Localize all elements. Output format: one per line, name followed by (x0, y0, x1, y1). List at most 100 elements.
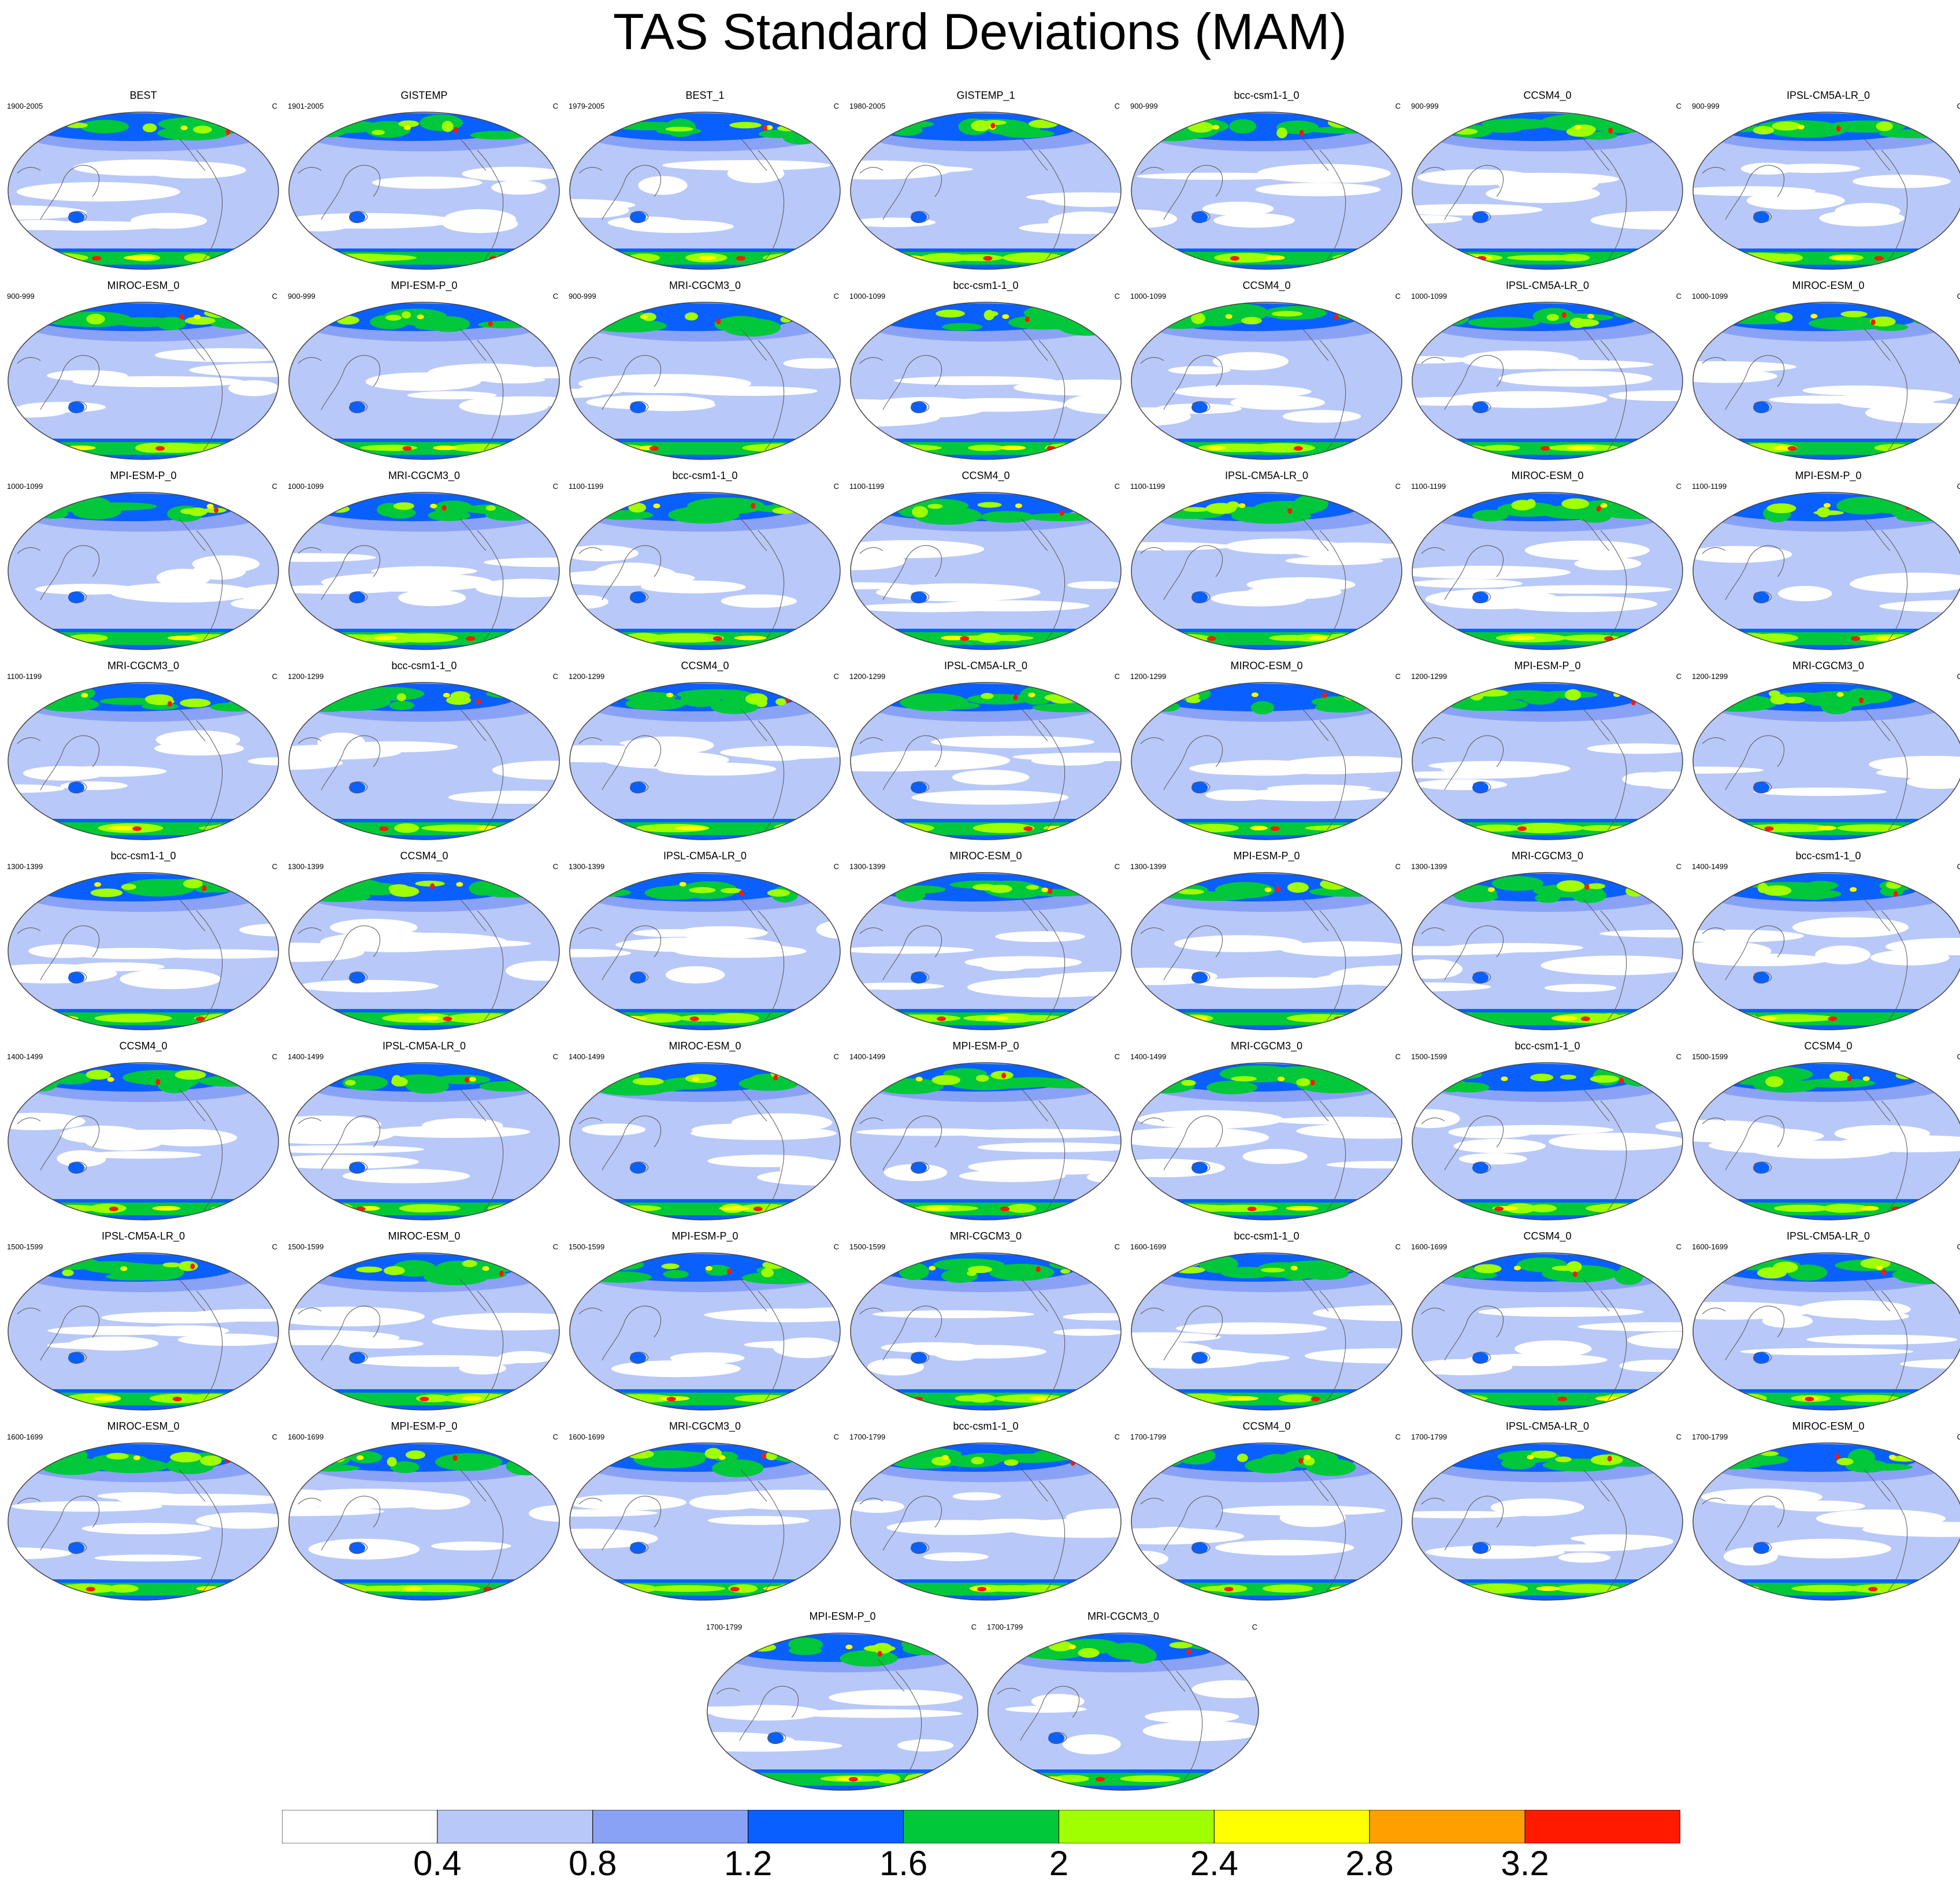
map-projection (569, 112, 841, 270)
panel-unit: C (1957, 292, 1960, 300)
colorbar-swatch (1369, 1809, 1525, 1844)
panel-title: bcc-csm1-1_0 (953, 280, 1019, 291)
panel-period: 1400-1499 (1692, 862, 1728, 871)
panel-title: MPI-ESM-P_0 (952, 1040, 1019, 1052)
panel-title: GISTEMP_1 (956, 90, 1015, 101)
map-projection (850, 302, 1122, 460)
contour-field (570, 873, 840, 1030)
map-projection (1131, 112, 1402, 270)
panel-period: 1100-1199 (1692, 482, 1727, 491)
map-projection (1692, 1062, 1960, 1220)
map-projection (850, 872, 1122, 1030)
panel-period: 1700-1799 (849, 1433, 886, 1441)
panel-title: MIROC-ESM_0 (388, 1230, 461, 1242)
panel-period: 900-999 (1411, 102, 1439, 110)
map-projection (1131, 872, 1402, 1030)
panel-title: CCSM4_0 (1242, 280, 1291, 291)
panel-unit: C (552, 1433, 558, 1441)
panel-title: MRI-CGCM3_0 (1511, 850, 1583, 862)
panel-period: 1600-1699 (7, 1433, 43, 1441)
map-panel: IPSL-CM5A-LR_0 900-999 C (1688, 89, 1960, 273)
panel-unit: C (272, 102, 277, 110)
map-panel: MRI-CGCM3_0 1300-1399 C (1408, 849, 1687, 1033)
panel-unit: C (833, 1052, 839, 1061)
contour-field (851, 1443, 1121, 1600)
contour-field (8, 302, 279, 459)
panel-unit: C (1676, 1433, 1681, 1441)
contour-field (1131, 682, 1402, 840)
contour-field (1131, 492, 1402, 650)
map-panel: MRI-CGCM3_0 1700-1799 C (983, 1610, 1263, 1794)
panel-period: 1700-1799 (1411, 1433, 1447, 1441)
colorbar-swatch (437, 1809, 593, 1844)
map-projection (8, 112, 279, 270)
contour-field (1131, 873, 1402, 1030)
map-projection (1412, 112, 1683, 270)
colorbar-labels: 0.4 0.8 1.2 1.6 2 2.4 2.8 3.2 (0, 1845, 1960, 1885)
map-projection (1412, 872, 1683, 1030)
contour-field (289, 1253, 559, 1410)
contour-field (851, 302, 1121, 459)
map-panel: CCSM4_0 1300-1399 C (284, 849, 564, 1033)
panel-unit: C (272, 862, 277, 871)
contour-field (289, 302, 559, 459)
map-panel: MPI-ESM-P_0 1500-1599 C (565, 1230, 845, 1413)
panel-period: 1300-1399 (288, 862, 324, 871)
map-panel: CCSM4_0 1100-1199 C (846, 469, 1126, 653)
map-projection (1692, 112, 1960, 270)
panel-unit: C (1957, 1433, 1960, 1441)
colorbar-swatch (592, 1809, 749, 1844)
panel-period: 1100-1199 (7, 672, 42, 681)
map-projection (288, 1442, 560, 1601)
contour-field (1412, 1253, 1683, 1410)
map-panel: IPSL-CM5A-LR_0 1000-1099 C (1408, 279, 1687, 463)
panel-unit: C (1252, 1623, 1257, 1631)
map-projection (1131, 302, 1402, 460)
panel-period: 1400-1499 (1130, 1052, 1167, 1061)
map-panel: MRI-CGCM3_0 1500-1599 C (846, 1230, 1126, 1413)
map-panel: CCSM4_0 1500-1599 C (1688, 1040, 1960, 1223)
panel-unit: C (552, 102, 558, 110)
panel-period: 1000-1099 (849, 292, 886, 300)
panel-title: MPI-ESM-P_0 (1233, 850, 1300, 862)
colorbar-swatch (1058, 1809, 1215, 1844)
contour-field (1693, 1443, 1960, 1600)
panel-unit: C (552, 862, 558, 871)
panel-title: MRI-CGCM3_0 (949, 1230, 1022, 1242)
contour-field (1693, 1253, 1960, 1410)
contour-field (1412, 682, 1683, 840)
map-projection (1692, 302, 1960, 460)
panel-title: MRI-CGCM3_0 (1087, 1611, 1159, 1622)
panel-unit: C (1114, 672, 1120, 681)
contour-field (1412, 302, 1683, 459)
map-projection (1412, 302, 1683, 460)
map-projection (1692, 682, 1960, 840)
panel-unit: C (1676, 1052, 1681, 1061)
colorbar-swatch (1524, 1809, 1681, 1844)
map-panel: MIROC-ESM_0 1600-1699 C (3, 1420, 283, 1604)
map-panel: MIROC-ESM_0 1200-1299 C (1127, 659, 1406, 843)
panel-unit: C (552, 672, 558, 681)
panel-period: 1100-1199 (1130, 482, 1165, 491)
panel-unit: C (1395, 1242, 1401, 1251)
panel-unit: C (1957, 482, 1960, 491)
panel-title: MIROC-ESM_0 (1230, 660, 1303, 671)
panel-period: 1100-1199 (569, 482, 604, 491)
contour-field (1693, 1063, 1960, 1220)
panel-period: 1100-1199 (1411, 482, 1446, 491)
panel-title: IPSL-CM5A-LR_0 (944, 660, 1028, 671)
contour-field (1412, 112, 1683, 269)
panel-title: MPI-ESM-P_0 (809, 1611, 876, 1622)
map-panel: MRI-CGCM3_0 1000-1099 C (284, 469, 564, 653)
colorbar-level-label: 0.8 (569, 1844, 617, 1883)
panel-title: MIROC-ESM_0 (1792, 280, 1865, 291)
panel-unit: C (833, 292, 839, 300)
panel-unit: C (1114, 482, 1120, 491)
panel-period: 1300-1399 (1411, 862, 1447, 871)
contour-field (8, 112, 279, 269)
panel-unit: C (1395, 1433, 1401, 1441)
panel-unit: C (833, 482, 839, 491)
panel-unit: C (272, 1242, 277, 1251)
panel-period: 1600-1699 (569, 1433, 605, 1441)
map-panel: MRI-CGCM3_0 1100-1199 C (3, 659, 283, 843)
